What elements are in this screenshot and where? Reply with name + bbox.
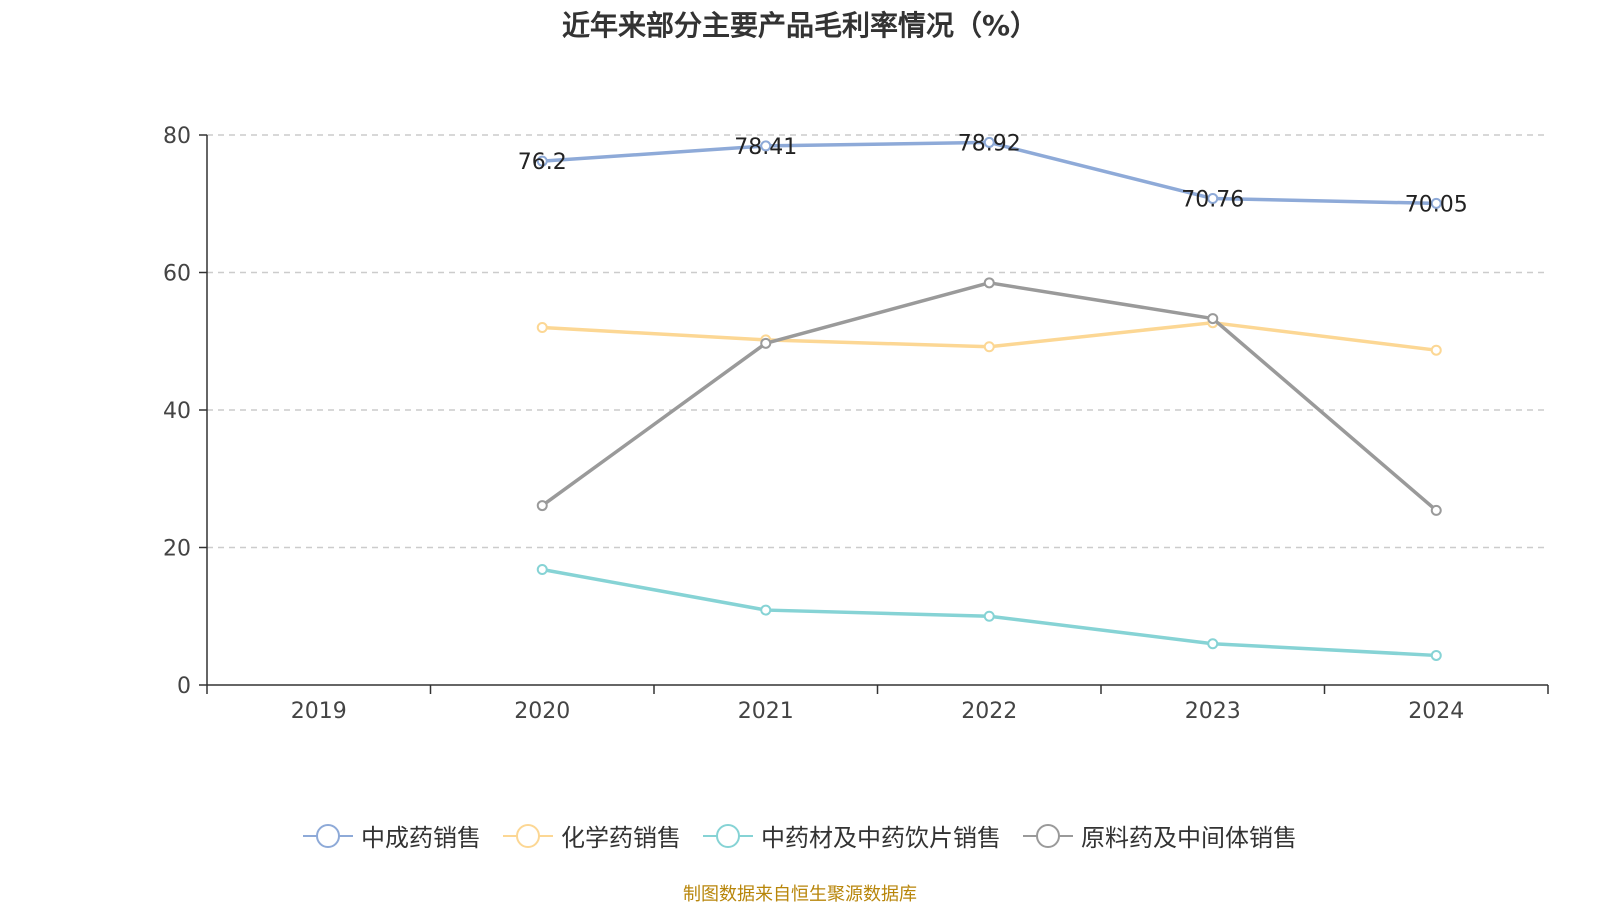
legend-label: 中药材及中药饮片销售 — [761, 824, 1001, 852]
y-tick-label: 60 — [163, 262, 191, 287]
legend: 中成药销售 化学药销售 中药材及中药饮片销售 原料药及中间体销售 — [0, 818, 1600, 853]
data-point[interactable] — [1430, 649, 1442, 661]
line-chart: 0 20 40 60 80 2019 2020 2021 2022 2023 2024 76.2 78… — [163, 124, 1549, 724]
y-tick-label: 40 — [163, 399, 191, 424]
data-point[interactable] — [536, 564, 548, 575]
grid-lines — [207, 134, 1548, 549]
data-point[interactable] — [1207, 193, 1219, 205]
x-tick-label: 2024 — [1408, 699, 1464, 724]
data-point[interactable] — [983, 277, 995, 289]
data-label: 78.41 — [734, 135, 797, 160]
legend-label: 化学药销售 — [561, 824, 681, 852]
legend-item[interactable]: 化学药销售 — [503, 818, 681, 853]
data-point[interactable] — [1207, 313, 1219, 325]
data-point[interactable] — [983, 610, 995, 622]
legend-item[interactable]: 中成药销售 — [303, 818, 481, 853]
legend-circle-icon — [703, 823, 753, 848]
chart-title: 近年来部分主要产品毛利率情况（%） — [561, 9, 1039, 42]
x-tick-label: 2021 — [738, 699, 794, 724]
data-point[interactable] — [760, 337, 772, 349]
data-point[interactable] — [536, 322, 548, 333]
legend-label: 原料药及中间体销售 — [1081, 824, 1297, 852]
x-tick-label: 2019 — [291, 699, 347, 724]
source-note: 制图数据来自恒生聚源数据库 — [683, 884, 917, 905]
data-label: 76.2 — [518, 150, 567, 175]
data-label: 70.76 — [1181, 188, 1244, 213]
data-label: 78.92 — [958, 131, 1021, 156]
series-group — [536, 136, 1442, 661]
legend-circle-icon — [1023, 823, 1073, 848]
x-tick-label: 2022 — [961, 699, 1017, 724]
legend-item[interactable]: 中药材及中药饮片销售 — [703, 818, 1001, 853]
data-point[interactable] — [760, 140, 772, 152]
legend-circle-icon — [303, 823, 353, 848]
data-point[interactable] — [1430, 197, 1442, 209]
data-labels: 76.2 78.41 78.92 70.76 70.05 — [518, 131, 1468, 217]
data-point[interactable] — [983, 341, 995, 353]
y-tick-label: 80 — [163, 124, 191, 149]
axes: 0 20 40 60 80 2019 2020 2021 2022 2023 2024 — [163, 124, 1549, 724]
data-point[interactable] — [536, 155, 548, 167]
legend-circle-icon — [503, 823, 553, 848]
x-tick-label: 2020 — [514, 699, 570, 724]
legend-item[interactable]: 原料药及中间体销售 — [1023, 818, 1297, 853]
data-label: 70.05 — [1405, 192, 1468, 217]
data-point[interactable] — [1430, 504, 1442, 516]
data-point[interactable] — [1430, 344, 1442, 356]
data-point[interactable] — [983, 136, 995, 148]
legend-label: 中成药销售 — [361, 824, 481, 852]
series-line — [541, 281, 1438, 512]
y-tick-label: 0 — [177, 674, 191, 699]
data-point[interactable] — [1207, 638, 1219, 650]
y-tick-label: 20 — [163, 537, 191, 562]
x-tick-label: 2023 — [1185, 699, 1241, 724]
data-point[interactable] — [760, 604, 772, 616]
data-point[interactable] — [536, 500, 548, 512]
